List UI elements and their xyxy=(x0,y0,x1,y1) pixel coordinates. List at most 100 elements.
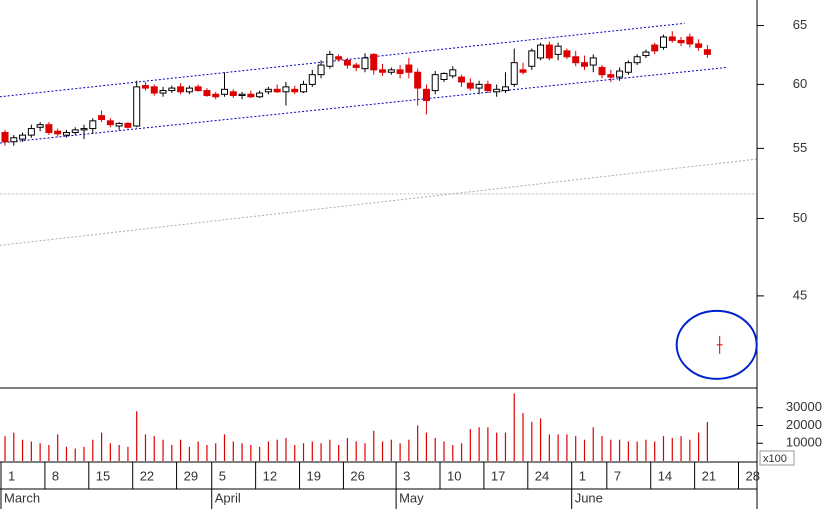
candle-body xyxy=(361,57,369,70)
x-tick-label: 17 xyxy=(491,468,505,483)
candle-body xyxy=(510,62,518,85)
candle-body xyxy=(115,122,123,127)
month-label: May xyxy=(399,490,424,505)
candle-body xyxy=(27,128,35,136)
candle-body xyxy=(624,62,632,73)
candle-body xyxy=(501,86,509,92)
candle-body xyxy=(703,49,711,55)
candle-body xyxy=(607,74,615,78)
candle-body xyxy=(387,69,395,73)
candle-body xyxy=(466,82,474,89)
y-tick-label: 45 xyxy=(793,287,807,302)
candle-body xyxy=(159,90,167,94)
candle-body xyxy=(124,122,132,128)
volume-unit: x100 xyxy=(763,453,787,465)
candle-body xyxy=(431,74,439,92)
candle-body xyxy=(616,70,624,78)
candle-body xyxy=(554,45,562,55)
candle-body xyxy=(317,64,325,76)
candle-body xyxy=(185,87,193,93)
candle-body xyxy=(519,69,527,73)
candle-body xyxy=(545,44,553,59)
volume-tick-label: 30000 xyxy=(786,399,822,414)
candle-body xyxy=(1,131,9,143)
candle-body xyxy=(686,36,694,45)
candle-body xyxy=(247,93,255,98)
x-tick-label: 21 xyxy=(702,468,716,483)
candle-body xyxy=(36,124,44,128)
candle-body xyxy=(642,51,650,57)
y-tick-label: 65 xyxy=(793,17,807,32)
candle-body xyxy=(10,137,18,143)
candle-body xyxy=(528,50,536,67)
candle-body xyxy=(54,130,62,135)
month-label: June xyxy=(575,490,603,505)
x-tick-label: 1 xyxy=(579,468,586,483)
candle-body xyxy=(405,64,413,73)
candle-body xyxy=(256,92,264,98)
y-tick-label: 55 xyxy=(793,140,807,155)
volume-tick-label: 20000 xyxy=(786,417,822,432)
trend-line xyxy=(0,66,727,144)
candle-body xyxy=(659,36,667,48)
candle-body xyxy=(62,131,70,136)
candle-body xyxy=(598,66,606,76)
month-label: April xyxy=(215,490,241,505)
candle-body xyxy=(177,86,185,93)
candle-body xyxy=(633,56,641,64)
candle-body xyxy=(572,56,580,64)
x-tick-label: 3 xyxy=(403,468,410,483)
candle-body xyxy=(668,36,676,41)
candle-body xyxy=(133,86,141,127)
y-tick-label: 60 xyxy=(793,76,807,91)
candle-body xyxy=(440,72,448,81)
candle-body xyxy=(449,69,457,77)
candle-body xyxy=(194,86,202,92)
x-tick-label: 29 xyxy=(184,468,198,483)
candle-body xyxy=(203,90,211,97)
candle-body xyxy=(150,86,158,94)
month-label: March xyxy=(4,490,40,505)
candle-body xyxy=(651,44,659,52)
trend-line xyxy=(0,22,685,98)
candle-body xyxy=(475,83,483,89)
candle-body xyxy=(326,53,334,67)
volume-unit-box xyxy=(759,450,795,466)
candle-body xyxy=(422,88,430,102)
candle-body xyxy=(300,83,308,93)
candle-body xyxy=(493,88,501,93)
x-tick-label: 10 xyxy=(447,468,461,483)
x-tick-label: 15 xyxy=(96,468,110,483)
candle-body xyxy=(379,69,387,73)
x-tick-label: 7 xyxy=(614,468,621,483)
candle-body xyxy=(89,120,97,130)
x-tick-label: 12 xyxy=(263,468,277,483)
candle-body xyxy=(71,129,79,133)
x-tick-label: 5 xyxy=(219,468,226,483)
candle-body xyxy=(80,128,88,131)
candle-body xyxy=(98,115,106,121)
candle-body xyxy=(370,53,378,71)
candle-body xyxy=(264,88,272,93)
marker-circle xyxy=(675,309,758,380)
x-tick-label: 19 xyxy=(307,468,321,483)
x-tick-label: 26 xyxy=(350,468,364,483)
candle-body xyxy=(580,62,588,67)
candle-body xyxy=(343,59,351,66)
candle-body xyxy=(563,50,571,58)
candle-body xyxy=(484,83,492,92)
candle-body xyxy=(537,44,545,59)
x-tick-label: 1 xyxy=(8,468,15,483)
x-tick-label: 24 xyxy=(535,468,549,483)
candle-body xyxy=(352,64,360,68)
candle-body xyxy=(335,56,343,60)
x-tick-label: 8 xyxy=(52,468,59,483)
candle-body xyxy=(106,120,114,126)
candle-body xyxy=(221,88,229,95)
candle-body xyxy=(396,69,404,74)
trend-line xyxy=(0,158,757,246)
x-tick-label: 14 xyxy=(658,468,672,483)
candle-body xyxy=(291,88,299,93)
candle-body xyxy=(273,88,281,93)
